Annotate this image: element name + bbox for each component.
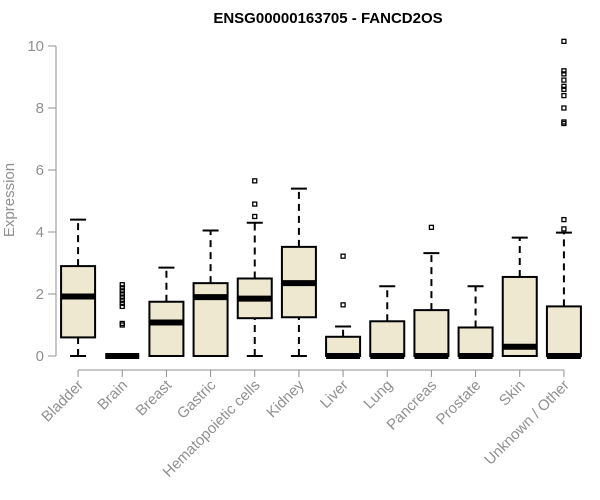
outlier-point (561, 77, 567, 83)
outlier-point (119, 285, 125, 291)
boxplot-series (60, 38, 582, 359)
outlier-point (561, 38, 567, 44)
box-iqr (545, 305, 582, 357)
y-tick-label: 6 (36, 162, 44, 179)
y-axis: 0 2 4 6 8 10 (27, 38, 57, 365)
x-tick-label: Breast (133, 376, 176, 419)
outlier-point (561, 68, 567, 74)
box-iqr (369, 320, 406, 357)
outlier-point (119, 297, 125, 303)
box-pancreas (413, 224, 450, 359)
y-axis-label: Expression (1, 163, 18, 237)
box-gastric (192, 229, 229, 357)
box-iqr (148, 300, 185, 357)
x-tick-label: Brain (94, 377, 131, 414)
box-iqr (413, 309, 450, 357)
outlier-point (252, 178, 258, 184)
box-brain (105, 282, 140, 359)
y-tick-label: 0 (36, 348, 44, 365)
box-kidney (280, 187, 317, 357)
box-skin (501, 236, 538, 358)
outlier-point (561, 105, 567, 111)
outlier-point (119, 300, 125, 306)
outlier-point (252, 213, 258, 220)
box-iqr (192, 282, 229, 357)
chart-title: ENSG00000163705 - FANCD2OS (213, 10, 442, 27)
box-iqr (501, 275, 538, 358)
y-tick-label: 2 (36, 286, 44, 303)
outlier-point (340, 253, 346, 259)
outlier-point (561, 83, 567, 89)
outlier-point (428, 224, 435, 231)
outlier-point (252, 201, 258, 207)
box-iqr (60, 265, 97, 339)
outlier-point (119, 320, 125, 327)
outlier-point (119, 282, 125, 288)
outlier-point (561, 216, 567, 223)
box-breast (148, 266, 185, 357)
x-tick-label: Prostate (433, 377, 485, 429)
outlier-point (340, 302, 346, 308)
outlier-point (561, 86, 567, 93)
x-tick-label: Lung (360, 377, 396, 413)
box-iqr (457, 326, 494, 358)
outlier-point (119, 303, 125, 310)
box-unknown-other (545, 38, 582, 359)
outlier-point (561, 71, 567, 77)
y-tick-label: 10 (27, 38, 44, 55)
box-hematopoietic-cells (236, 178, 273, 357)
outlier-point (119, 294, 125, 300)
y-tick-label: 4 (36, 224, 44, 241)
box-liver (325, 253, 362, 359)
box-bladder (60, 218, 97, 357)
outlier-point (561, 92, 567, 99)
x-tick-label: Unknown / Other (481, 377, 573, 469)
outlier-point (119, 288, 125, 294)
x-tick-label: Bladder (38, 377, 87, 426)
y-tick-label: 8 (36, 100, 44, 117)
box-prostate (457, 285, 494, 359)
outlier-point (561, 226, 567, 232)
outlier-point (119, 291, 125, 297)
outlier-point (561, 119, 567, 125)
x-tick-label: Skin (496, 377, 529, 410)
x-tick-label: Kidney (263, 376, 308, 421)
x-tick-label: Liver (317, 377, 352, 412)
box-lung (369, 285, 406, 359)
